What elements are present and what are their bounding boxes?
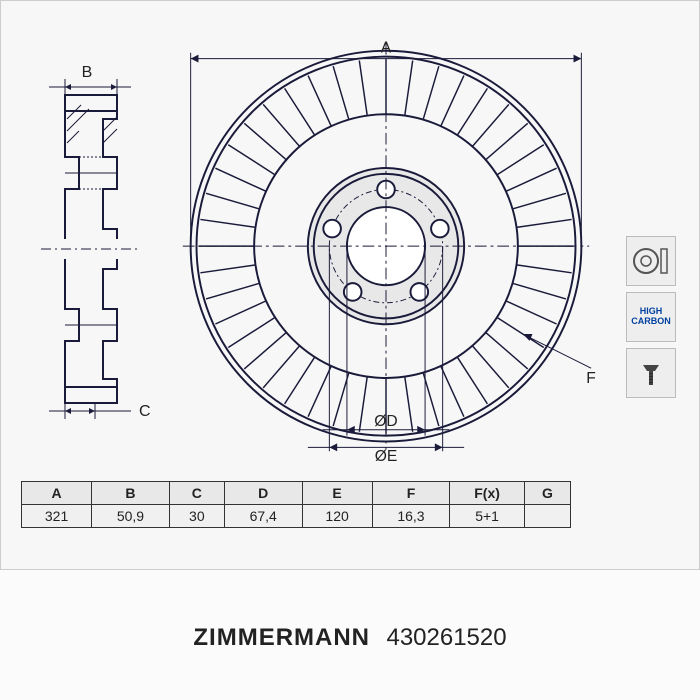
technical-diagram: B [0, 0, 700, 570]
high-carbon-badge: HIGH CARBON [626, 292, 676, 342]
front-face-view: A F ØD ØE [176, 41, 596, 461]
dim-a-label: A [381, 41, 392, 57]
high-carbon-text: HIGH CARBON [629, 307, 673, 327]
table-header: B [92, 482, 170, 505]
table-cell: 30 [169, 505, 224, 528]
spec-table: ABCDEFF(x)G 32150,93067,412016,35+1 [21, 481, 571, 528]
brand-row: ZIMMERMANN 430261520 [0, 624, 700, 652]
table-header: C [169, 482, 224, 505]
table-header: G [524, 482, 570, 505]
table-header: D [224, 482, 302, 505]
bolt-icon [626, 348, 676, 398]
part-number: 430261520 [386, 624, 506, 652]
table-cell: 50,9 [92, 505, 170, 528]
table-cell: 5+1 [450, 505, 525, 528]
table-header: E [302, 482, 372, 505]
side-profile-view: B [31, 59, 151, 439]
table-cell: 67,4 [224, 505, 302, 528]
table-cell: 120 [302, 505, 372, 528]
table-header: F [372, 482, 450, 505]
table-cell: 16,3 [372, 505, 450, 528]
dim-c-label: C [139, 403, 151, 420]
dim-b-label: B [82, 64, 93, 81]
badge-column: HIGH CARBON [626, 236, 681, 404]
brand-name: ZIMMERMANN [193, 624, 370, 652]
table-header: F(x) [450, 482, 525, 505]
table-header: A [22, 482, 92, 505]
dim-f-label: F [586, 370, 596, 387]
table-cell [524, 505, 570, 528]
table-cell: 321 [22, 505, 92, 528]
dim-d-label: ØD [374, 413, 397, 430]
disc-type-icon [626, 236, 676, 286]
dim-e-label: ØE [375, 448, 398, 461]
